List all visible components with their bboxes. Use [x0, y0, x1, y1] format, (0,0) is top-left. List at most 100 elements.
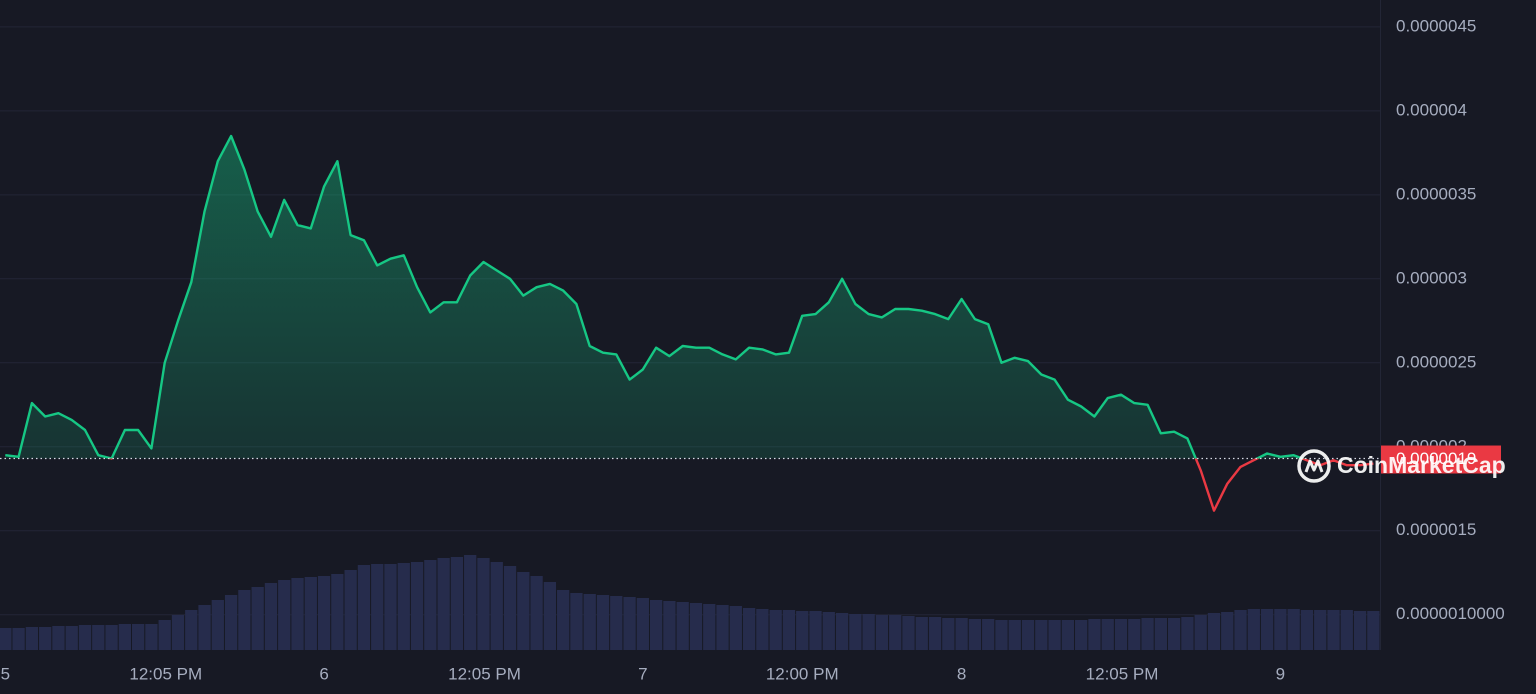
volume-bar	[530, 576, 543, 650]
volume-bar	[1327, 610, 1340, 650]
volume-bar	[1194, 615, 1207, 650]
volume-bar	[1167, 618, 1181, 650]
volume-bar	[397, 563, 410, 650]
volume-bar	[835, 613, 849, 650]
volume-bar	[450, 557, 464, 650]
volume-bar	[291, 578, 304, 650]
x-tick-label: 12:05 PM	[1086, 664, 1159, 683]
x-tick-label: 12:00 PM	[766, 664, 839, 683]
volume-bar	[65, 626, 78, 650]
volume-bar	[118, 624, 131, 650]
volume-bar	[769, 610, 782, 650]
y-tick-label: 0.0000015	[1396, 520, 1476, 539]
volume-bar	[344, 570, 357, 650]
volume-bar	[889, 615, 902, 650]
volume-bar	[570, 593, 583, 650]
volume-bar	[105, 625, 118, 650]
volume-bar	[145, 624, 158, 650]
volume-bar	[649, 600, 663, 650]
volume-bar	[304, 577, 317, 650]
volume-bar	[862, 614, 875, 650]
volume-bar	[171, 615, 185, 650]
volume-bar	[583, 594, 596, 650]
volume-bar	[371, 564, 384, 650]
volume-bar	[1141, 618, 1154, 650]
x-tick-label: 9	[1276, 664, 1285, 683]
x-tick-label: 6	[319, 664, 328, 683]
volume-bar	[12, 628, 25, 650]
price-line	[5, 134, 1374, 512]
y-tick-label: 0.000003	[1396, 268, 1467, 287]
volume-bar	[357, 565, 371, 650]
volume-bar	[928, 617, 942, 650]
volume-bar	[238, 590, 251, 650]
watermark: CoinMarketCap	[1297, 449, 1506, 483]
volume-bar	[1287, 609, 1300, 650]
volume-bar	[1021, 620, 1035, 650]
volume-bar	[317, 576, 331, 650]
volume-bar	[464, 555, 477, 650]
volume-bar	[849, 614, 862, 650]
volume-bar	[756, 609, 769, 650]
volume-bar	[742, 608, 756, 650]
reference-label-box	[1381, 445, 1501, 474]
volume-bar	[198, 605, 211, 650]
volume-bar	[211, 600, 224, 650]
volume-bar	[1221, 612, 1234, 650]
volume-bar	[1101, 619, 1114, 650]
volume-bar	[331, 574, 344, 650]
volume-bar	[689, 603, 703, 650]
price-area	[5, 136, 1303, 459]
volume-bar	[1234, 610, 1247, 650]
volume-bar	[822, 612, 835, 650]
volume-bar	[875, 615, 889, 650]
volume-bar	[543, 582, 557, 650]
y-tick-label: 0.0000025	[1396, 352, 1476, 371]
volume-bar	[809, 611, 822, 650]
volume-bar	[729, 606, 742, 650]
volume-bar	[39, 627, 52, 650]
volume-bar	[1128, 619, 1141, 650]
volume-bar	[1247, 609, 1260, 650]
volume-bar	[158, 620, 171, 650]
volume-bar	[1340, 610, 1353, 650]
watermark-logo	[1297, 449, 1331, 483]
volume-bar	[610, 596, 623, 650]
volume-bar	[185, 610, 198, 650]
volume-bar	[968, 619, 982, 650]
x-tick-label: 8	[957, 664, 966, 683]
volume-bar	[25, 627, 39, 650]
volume-bar	[1048, 620, 1061, 650]
volume-bar	[1154, 618, 1167, 650]
volume-bar	[224, 595, 238, 650]
volume-bar	[424, 560, 437, 650]
y-tick-label: 0.000004	[1396, 100, 1467, 119]
x-tick-label: 7	[638, 664, 647, 683]
volume-bar	[796, 611, 809, 650]
volume-bar	[92, 625, 105, 650]
volume-bar	[902, 616, 915, 650]
y-tick-label: 0.0000045	[1396, 16, 1476, 35]
volume-bar	[1114, 619, 1128, 650]
volume-bar	[78, 625, 92, 650]
volume-bar	[1088, 619, 1101, 650]
volume-bar	[517, 572, 530, 650]
volume-bar	[1061, 620, 1075, 650]
volume-bar	[716, 605, 729, 650]
y-tick-label: 0.0000035	[1396, 184, 1476, 203]
volume-bar	[1181, 617, 1194, 650]
volume-bar	[782, 610, 796, 650]
volume-bar	[264, 583, 278, 650]
volume-bar	[623, 597, 636, 650]
volume-bar	[1367, 611, 1380, 650]
volume-bar	[503, 566, 517, 650]
volume-bar	[995, 620, 1008, 650]
volume-bar	[1353, 611, 1367, 650]
volume-bar	[1274, 609, 1287, 650]
volume-bar	[477, 558, 490, 650]
volume-bar	[636, 598, 649, 650]
volume-bar	[1260, 609, 1274, 650]
volume-bar	[0, 628, 12, 650]
volume-bar	[52, 626, 65, 650]
